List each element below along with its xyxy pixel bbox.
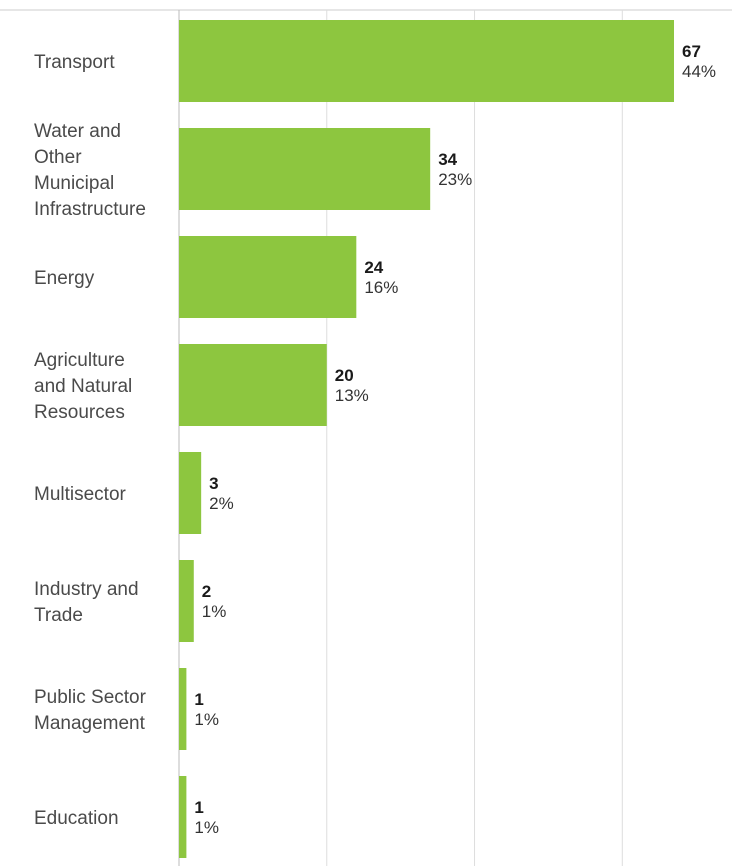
value-label: 1 bbox=[194, 690, 203, 709]
percent-label: 44% bbox=[682, 62, 716, 81]
bar-6 bbox=[179, 668, 187, 750]
percent-label: 13% bbox=[335, 386, 369, 405]
bar-5 bbox=[179, 560, 194, 642]
value-label: 1 bbox=[194, 798, 203, 817]
bars bbox=[179, 20, 674, 858]
category-label: Energy bbox=[34, 268, 95, 289]
percent-label: 1% bbox=[194, 710, 219, 729]
bar-4 bbox=[179, 452, 202, 534]
bar-1 bbox=[179, 128, 431, 210]
value-label: 24 bbox=[364, 258, 383, 277]
bar-0 bbox=[179, 20, 674, 102]
bar-7 bbox=[179, 776, 187, 858]
bar-2 bbox=[179, 236, 357, 318]
category-label: Education bbox=[34, 808, 119, 829]
category-label: Water and Other Municipal Infrastructure bbox=[34, 121, 146, 220]
value-label: 67 bbox=[682, 42, 701, 61]
bar-3 bbox=[179, 344, 327, 426]
percent-label: 16% bbox=[364, 278, 398, 297]
percent-label: 1% bbox=[202, 602, 227, 621]
value-label: 3 bbox=[209, 474, 218, 493]
value-label: 2 bbox=[202, 582, 211, 601]
category-label: Agriculture and Natural Resources bbox=[34, 350, 132, 423]
percent-label: 1% bbox=[194, 818, 219, 837]
category-label: Public Sector Management bbox=[34, 687, 147, 734]
value-label: 34 bbox=[438, 150, 457, 169]
percent-label: 2% bbox=[209, 494, 234, 513]
category-label: Industry and Trade bbox=[34, 579, 139, 626]
category-label: Transport bbox=[34, 52, 115, 73]
percent-label: 23% bbox=[438, 170, 472, 189]
value-label: 20 bbox=[335, 366, 354, 385]
category-label: Multisector bbox=[34, 484, 127, 505]
